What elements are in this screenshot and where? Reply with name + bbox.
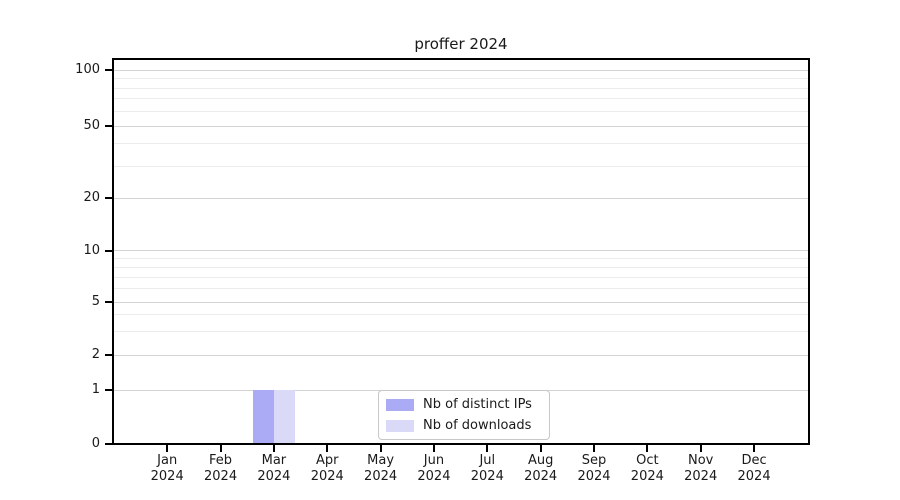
y-tick-mark — [105, 354, 112, 356]
gridline-major — [114, 125, 808, 127]
x-tick-label: Feb 2024 — [204, 453, 238, 484]
x-tick-label: Oct 2024 — [630, 453, 664, 484]
x-tick-mark — [166, 445, 169, 452]
y-tick-label: 2 — [91, 347, 100, 362]
x-tick-label: Jul 2024 — [470, 453, 504, 484]
plot-area — [112, 58, 810, 445]
y-tick-label: 100 — [75, 62, 100, 78]
gridline-major — [114, 197, 808, 199]
legend: Nb of distinct IPs Nb of downloads — [378, 390, 550, 440]
y-tick-mark — [105, 125, 112, 127]
bar-nb-of-distinct-ips-mar — [252, 390, 274, 443]
gridline-minor — [114, 87, 808, 89]
legend-label: Nb of downloads — [423, 418, 532, 433]
gridline-minor — [114, 314, 808, 316]
gridline-minor — [114, 266, 808, 268]
y-tick-label: 50 — [83, 118, 100, 133]
gridline-minor — [114, 257, 808, 259]
y-tick-label: 20 — [83, 190, 100, 205]
x-tick-mark — [753, 445, 756, 452]
x-tick-mark — [646, 445, 649, 452]
gridline-minor — [114, 287, 808, 289]
legend-item: Nb of distinct IPs — [386, 396, 542, 413]
x-tick-mark — [379, 445, 382, 452]
x-tick-label: Jan 2024 — [150, 453, 184, 484]
x-tick-mark — [539, 445, 542, 452]
bar-nb-of-downloads-mar — [273, 390, 296, 443]
y-tick-mark — [105, 442, 112, 445]
gridline-minor — [114, 98, 808, 100]
gridline-minor — [114, 110, 808, 112]
x-tick-label: Mar 2024 — [257, 453, 291, 484]
legend-swatch-icon — [386, 398, 414, 411]
x-tick-label: Apr 2024 — [310, 453, 344, 484]
x-tick-mark — [219, 445, 222, 452]
gridline-minor — [114, 331, 808, 333]
x-tick-mark — [486, 445, 489, 452]
x-tick-label: May 2024 — [364, 453, 398, 484]
x-tick-mark — [699, 445, 702, 452]
x-tick-label: Nov 2024 — [684, 453, 718, 484]
gridline-major — [114, 354, 808, 356]
gridline-minor — [114, 165, 808, 167]
y-tick-label: 0 — [91, 435, 100, 451]
gridline-minor — [114, 276, 808, 278]
x-tick-label: Jun 2024 — [417, 453, 451, 484]
gridline-major — [114, 301, 808, 303]
x-tick-mark — [593, 445, 595, 452]
y-tick-mark — [105, 249, 112, 252]
y-tick-mark — [105, 69, 112, 72]
x-tick-mark — [272, 445, 275, 452]
gridline-major — [114, 250, 808, 251]
x-tick-mark — [432, 445, 435, 452]
x-tick-label: Sep 2024 — [577, 453, 611, 484]
legend-swatch-icon — [386, 419, 414, 432]
y-tick-label: 5 — [91, 294, 100, 309]
legend-item: Nb of downloads — [386, 417, 542, 434]
y-tick-mark — [105, 197, 112, 199]
legend-label: Nb of distinct IPs — [423, 397, 532, 412]
y-tick-mark — [105, 389, 112, 391]
y-tick-mark — [105, 301, 112, 303]
chart-title: proffer 2024 — [414, 35, 508, 53]
x-tick-mark — [326, 445, 329, 452]
gridline-minor — [114, 78, 808, 80]
y-tick-label: 10 — [83, 242, 100, 258]
y-tick-label: 1 — [91, 382, 100, 397]
x-tick-label: Aug 2024 — [524, 453, 558, 484]
gridline-major — [114, 69, 808, 71]
gridline-minor — [114, 143, 808, 145]
x-tick-label: Dec 2024 — [737, 453, 771, 484]
